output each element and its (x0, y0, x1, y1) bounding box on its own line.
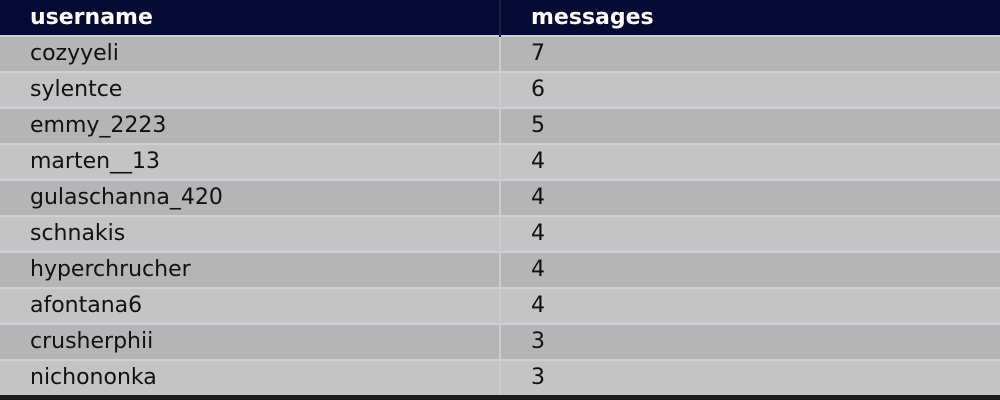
username-cell: hyperchrucher (0, 252, 501, 288)
messages-cell: 4 (531, 149, 545, 174)
messages-cell: 3 (531, 365, 545, 390)
messages-cell: 6 (531, 77, 545, 102)
username-cell: schnakis (0, 216, 501, 252)
table-row: marten__13 4 (0, 144, 1000, 180)
table-row: emmy_2223 5 (0, 108, 1000, 144)
username-cell: emmy_2223 (0, 108, 501, 144)
table-row: afontana6 4 (0, 288, 1000, 324)
username-cell: sylentce (0, 72, 501, 108)
messages-cell: 4 (531, 221, 545, 246)
username-cell: crusherphii (0, 324, 501, 360)
column-header-username[interactable]: username (0, 0, 501, 36)
table-row: cozyyeli 7 (0, 36, 1000, 72)
table-body: cozyyeli 7 sylentce 6 emmy_2223 5 marten__13 4 g… (0, 36, 1000, 395)
messages-cell: 4 (531, 185, 545, 210)
table-row: hyperchrucher 4 (0, 252, 1000, 288)
messages-cell: 7 (531, 41, 545, 66)
messages-cell: 4 (531, 293, 545, 318)
username-cell: marten__13 (0, 144, 501, 180)
table-row: gulaschanna_420 4 (0, 180, 1000, 216)
table-row: sylentce 6 (0, 72, 1000, 108)
username-cell: nichononka (0, 360, 501, 395)
header-row: username messages (0, 0, 1000, 36)
messages-cell: 5 (531, 113, 545, 138)
username-cell: cozyyeli (0, 36, 501, 72)
messages-cell: 4 (531, 257, 545, 282)
messages-cell: 3 (531, 329, 545, 354)
table-row: crusherphii 3 (0, 324, 1000, 360)
table-row: schnakis 4 (0, 216, 1000, 252)
table-row: nichononka 3 (0, 360, 1000, 395)
username-cell: gulaschanna_420 (0, 180, 501, 216)
username-cell: afontana6 (0, 288, 501, 324)
column-header-messages[interactable]: messages (531, 4, 654, 30)
